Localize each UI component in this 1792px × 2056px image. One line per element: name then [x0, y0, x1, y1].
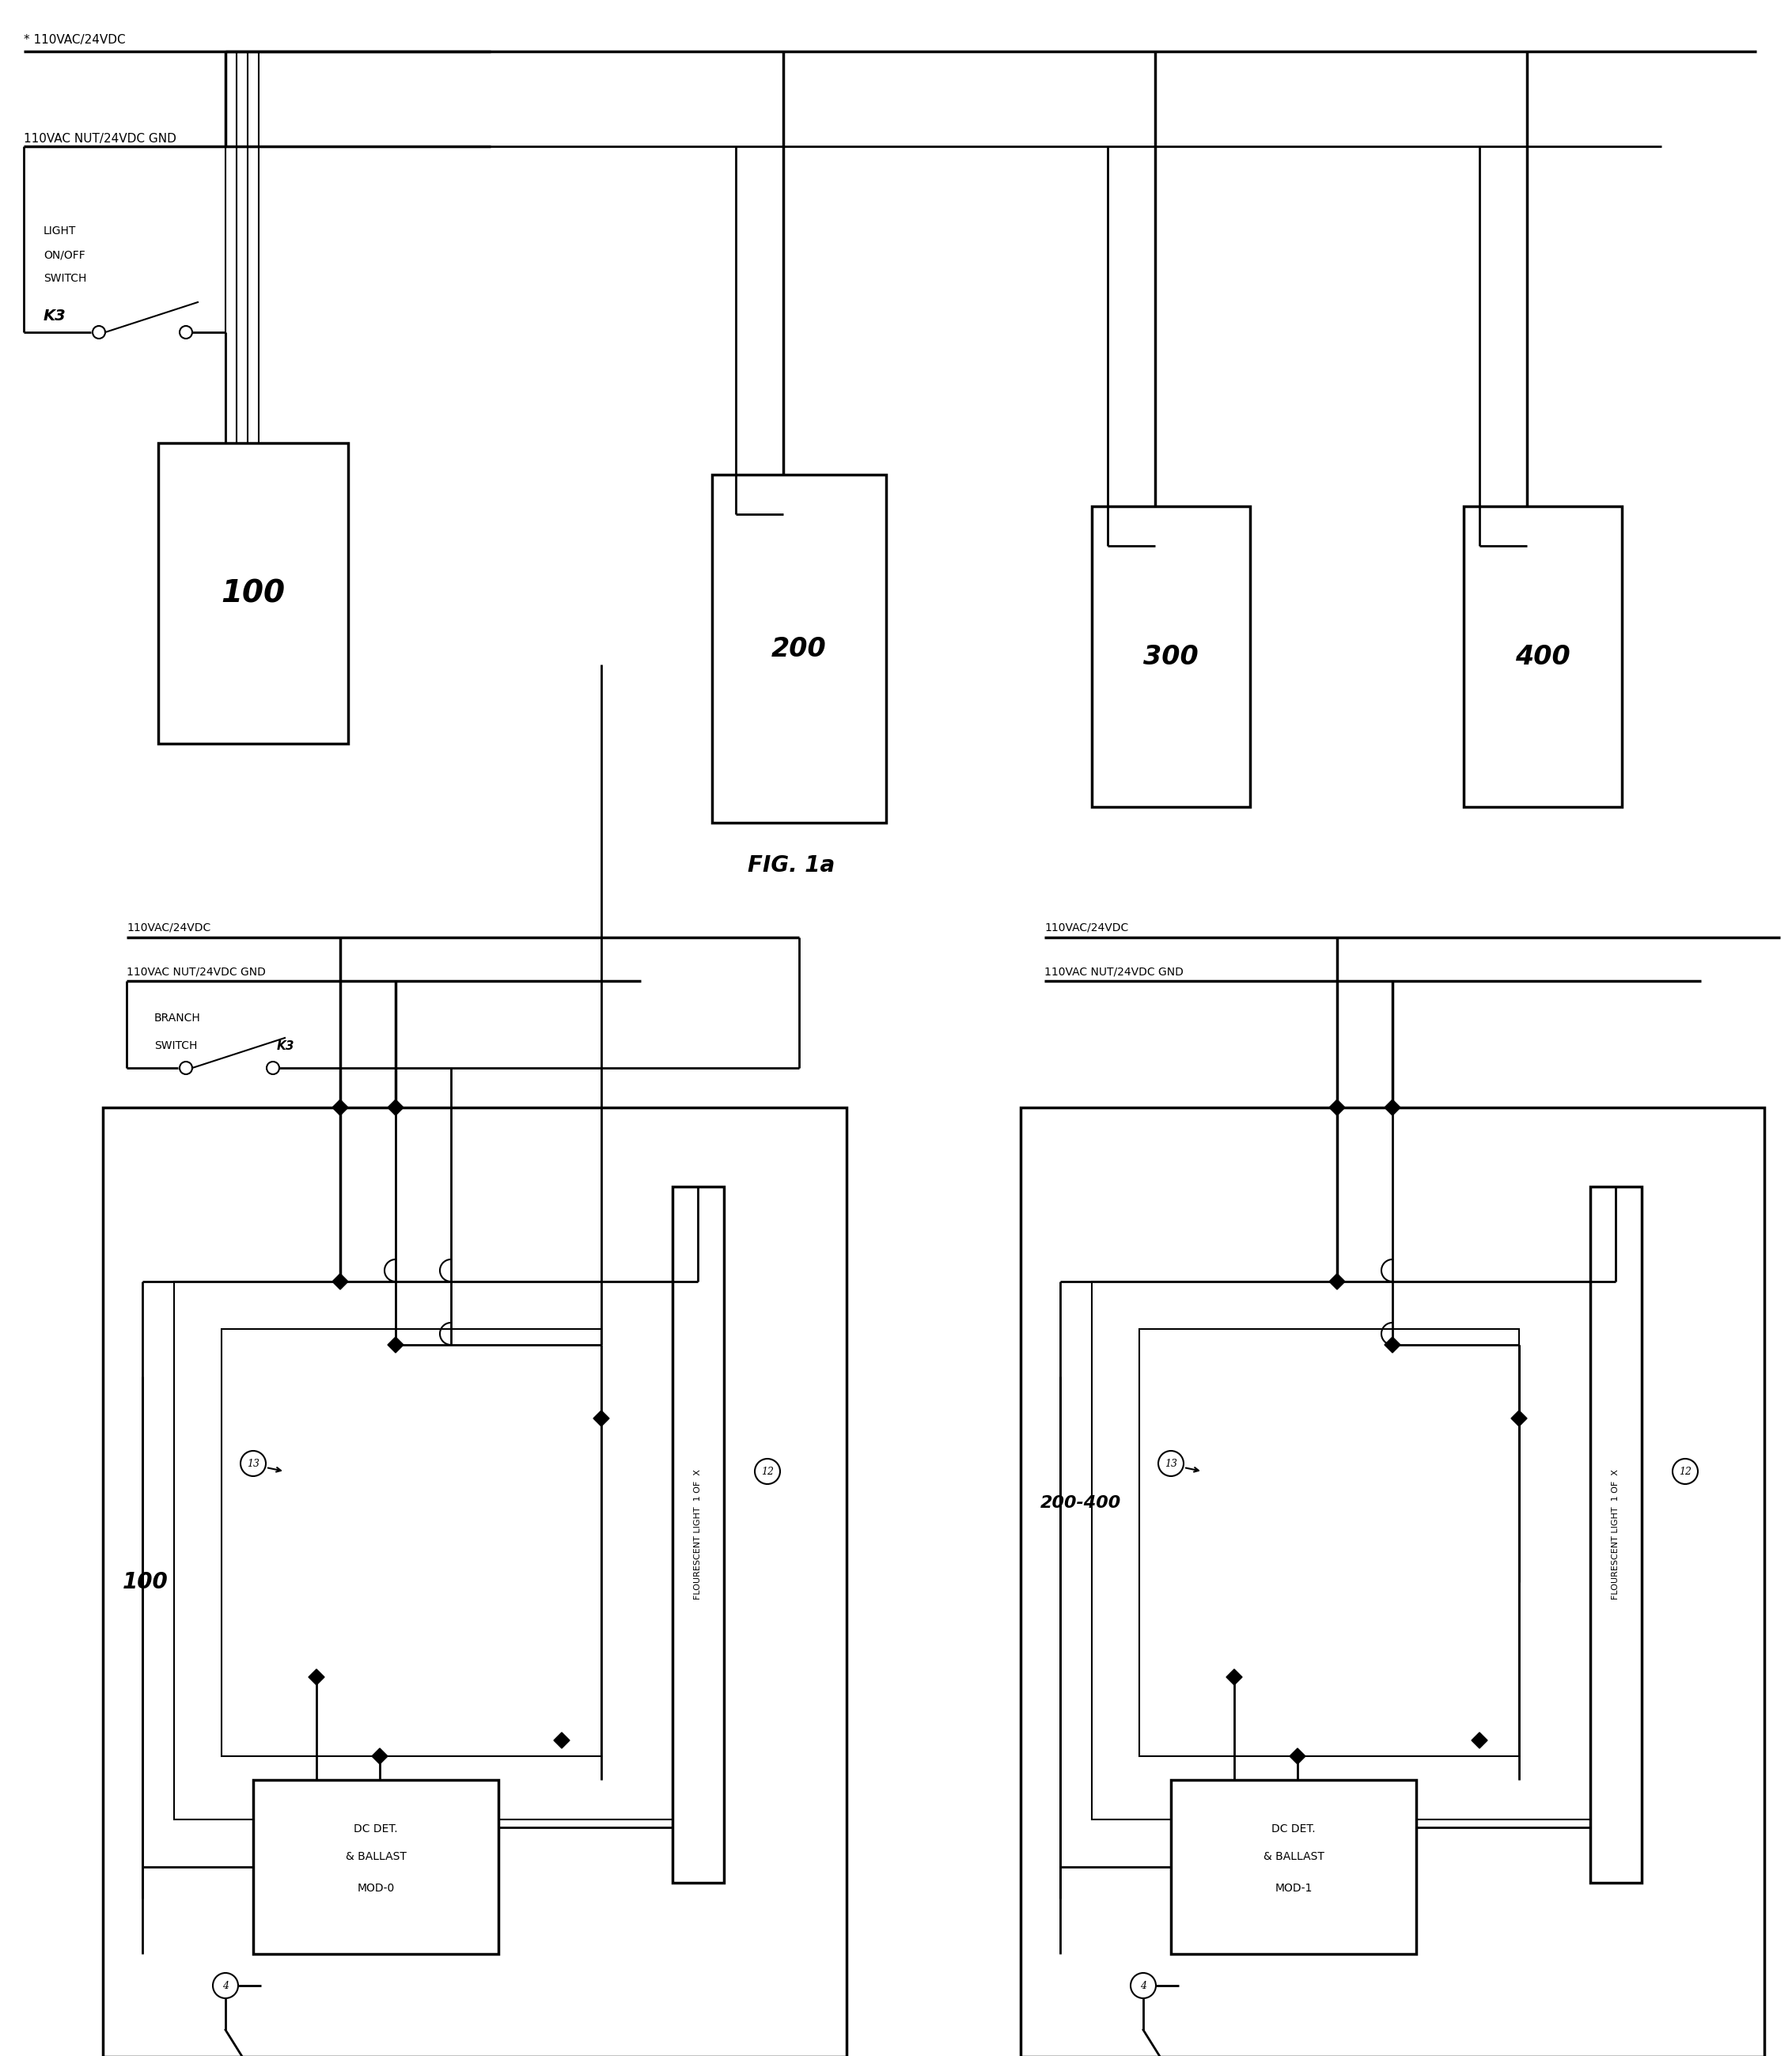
Polygon shape	[1385, 1100, 1400, 1116]
Text: MOD-1: MOD-1	[1274, 1883, 1312, 1894]
Bar	[222, 1328, 602, 1756]
Polygon shape	[387, 1100, 403, 1116]
Bar	[1091, 506, 1251, 806]
Text: * 110VAC/24VDC: * 110VAC/24VDC	[23, 35, 125, 45]
Polygon shape	[1471, 1733, 1487, 1748]
Text: & BALLAST: & BALLAST	[1263, 1850, 1324, 1863]
Bar	[102, 1108, 846, 2056]
Text: 300: 300	[1143, 644, 1199, 670]
Polygon shape	[1330, 1100, 1346, 1116]
Text: 12: 12	[762, 1466, 774, 1476]
Text: 200: 200	[772, 635, 826, 662]
Text: SWITCH: SWITCH	[43, 273, 86, 284]
Text: K3: K3	[43, 308, 66, 323]
Text: FLOURESCENT LIGHT  1 OF  X: FLOURESCENT LIGHT 1 OF X	[694, 1470, 702, 1600]
Text: 400: 400	[1516, 644, 1570, 670]
Text: & BALLAST: & BALLAST	[346, 1850, 407, 1863]
Text: 12: 12	[1679, 1466, 1692, 1476]
Bar	[1021, 1108, 1765, 2056]
Text: FIG. 1a: FIG. 1a	[747, 855, 835, 876]
Text: 13: 13	[1165, 1458, 1177, 1468]
Bar	[1590, 1186, 1641, 1883]
Text: 110VAC/24VDC: 110VAC/24VDC	[1045, 923, 1129, 933]
Text: BRANCH: BRANCH	[154, 1012, 201, 1024]
Text: 200-400: 200-400	[1041, 1495, 1122, 1511]
Polygon shape	[593, 1410, 609, 1427]
Bar	[1091, 1281, 1598, 1820]
Text: 110VAC NUT/24VDC GND: 110VAC NUT/24VDC GND	[23, 134, 176, 144]
Bar	[672, 1186, 724, 1883]
Text: 4: 4	[222, 1980, 229, 1990]
Polygon shape	[1226, 1669, 1242, 1686]
Bar	[158, 442, 348, 744]
Text: 100: 100	[122, 1571, 168, 1593]
Text: MOD-0: MOD-0	[357, 1883, 394, 1894]
Text: SWITCH: SWITCH	[154, 1040, 197, 1051]
Text: K3: K3	[278, 1040, 294, 1053]
Bar	[1170, 1780, 1416, 1953]
Text: LIGHT: LIGHT	[43, 226, 77, 236]
Text: 13: 13	[247, 1458, 260, 1468]
Text: 110VAC/24VDC: 110VAC/24VDC	[127, 923, 211, 933]
Text: ON/OFF: ON/OFF	[43, 249, 86, 261]
Bar	[1464, 506, 1622, 806]
Polygon shape	[332, 1100, 348, 1116]
Text: DC DET.: DC DET.	[353, 1824, 398, 1834]
Polygon shape	[332, 1273, 348, 1289]
Polygon shape	[554, 1733, 570, 1748]
Polygon shape	[1290, 1748, 1305, 1764]
Text: 110VAC NUT/24VDC GND: 110VAC NUT/24VDC GND	[1045, 966, 1183, 977]
Bar	[174, 1281, 681, 1820]
Bar	[253, 1780, 498, 1953]
Text: 110VAC NUT/24VDC GND: 110VAC NUT/24VDC GND	[127, 966, 265, 977]
Polygon shape	[1385, 1336, 1400, 1353]
Bar	[711, 475, 885, 822]
Text: FLOURESCENT LIGHT  1 OF  X: FLOURESCENT LIGHT 1 OF X	[1611, 1470, 1620, 1600]
Polygon shape	[373, 1748, 387, 1764]
Bar	[1140, 1328, 1520, 1756]
Polygon shape	[1330, 1273, 1346, 1289]
Polygon shape	[387, 1336, 403, 1353]
Polygon shape	[1511, 1410, 1527, 1427]
Text: 4: 4	[1140, 1980, 1147, 1990]
Text: DC DET.: DC DET.	[1272, 1824, 1315, 1834]
Polygon shape	[308, 1669, 324, 1686]
Text: 100: 100	[220, 578, 285, 609]
